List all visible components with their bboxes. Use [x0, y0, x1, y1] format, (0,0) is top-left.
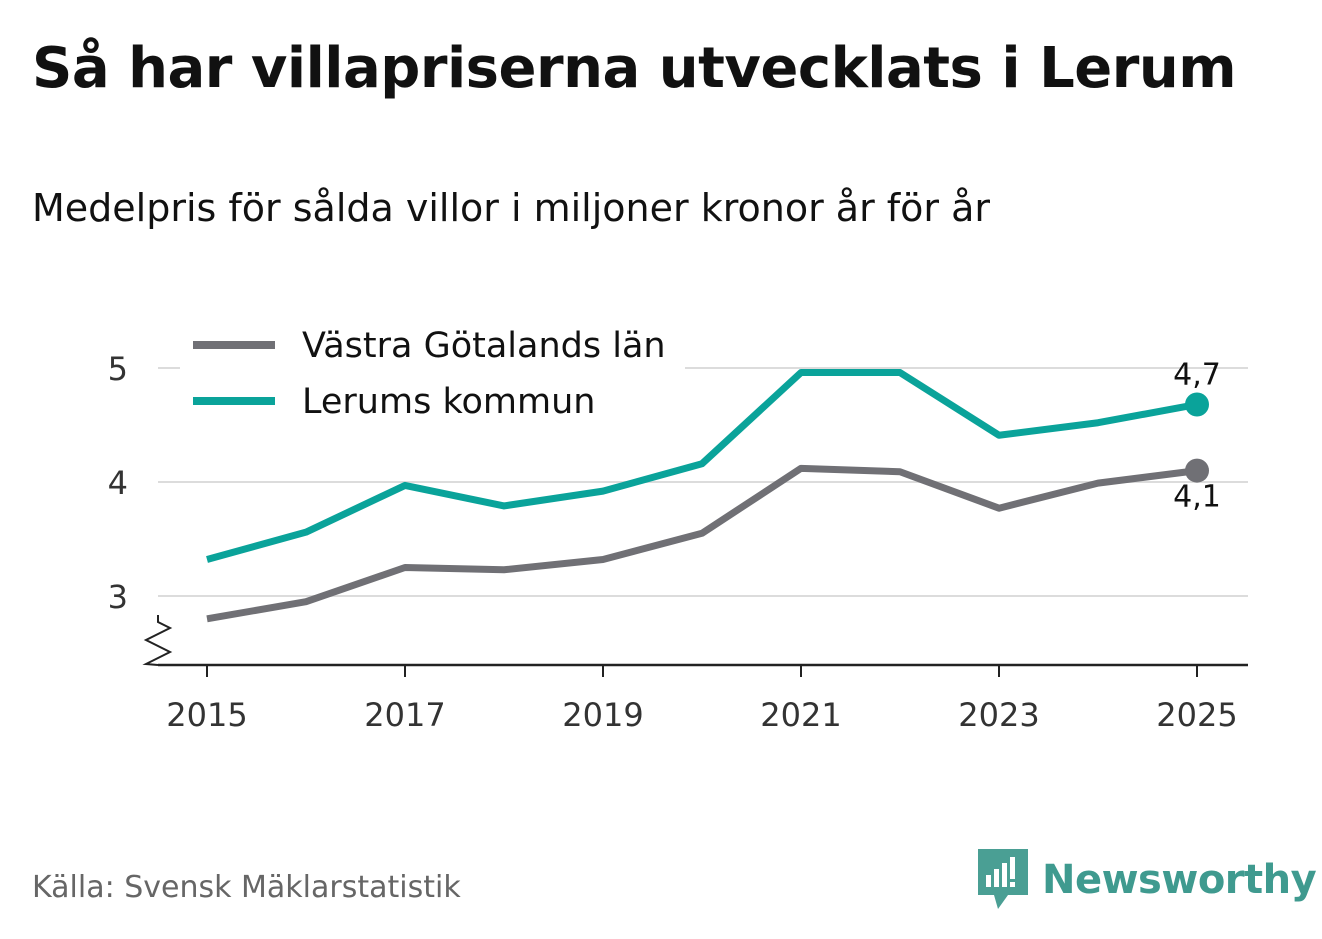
chart-title: Så har villapriserna utvecklats i Lerum — [32, 36, 1237, 101]
series-line-1 — [206, 369, 1198, 563]
y-tick-label: 5 — [108, 350, 128, 388]
brand-logo: Newsworthy — [978, 848, 1317, 912]
end-labels: 4,1 4,7 — [1173, 357, 1221, 514]
newsworthy-logo-icon — [978, 849, 1028, 909]
x-tick-label: 2017 — [364, 696, 445, 734]
x-tick-label: 2023 — [958, 696, 1039, 734]
source-note: Källa: Svensk Mäklarstatistik — [32, 870, 461, 905]
y-tick-label: 4 — [108, 464, 128, 502]
series-end-point-0 — [1185, 458, 1209, 483]
axis-break-icon — [142, 615, 173, 666]
brand-name: Newsworthy — [1042, 857, 1317, 903]
series-line-0 — [206, 464, 1198, 623]
y-tick-label: 3 — [108, 578, 128, 616]
end-value-label: 4,7 — [1173, 357, 1221, 392]
series-end-point-1 — [1185, 392, 1209, 417]
legend-background — [180, 318, 685, 430]
chart-subtitle: Medelpris för sålda villor i miljoner kr… — [32, 186, 991, 230]
end-value-label: 4,1 — [1173, 480, 1221, 515]
x-tick-label: 2025 — [1156, 696, 1237, 734]
x-tick-label: 2019 — [562, 696, 643, 734]
legend-label: Lerums kommun — [302, 382, 595, 422]
legend-label: Västra Götalands län — [302, 326, 666, 366]
x-tick-label: 2015 — [166, 696, 247, 734]
x-tick-label: 2021 — [760, 696, 841, 734]
axes: 3 4 5 2015 2017 2019 2021 2023 2025 — [108, 350, 1248, 734]
legend: Västra Götalands län Lerums kommun — [180, 318, 685, 430]
series-lines — [206, 369, 1209, 623]
